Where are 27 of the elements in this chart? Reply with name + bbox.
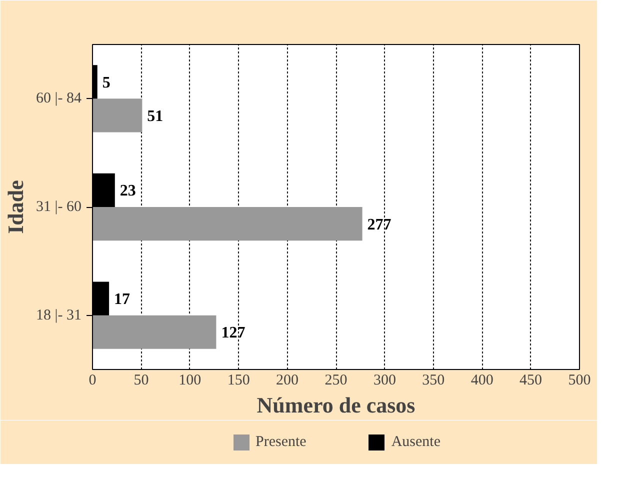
bar — [92, 315, 216, 349]
x-tick-label: 400 — [470, 372, 494, 388]
legend-label: Ausente — [391, 434, 440, 450]
x-tick-label: 150 — [227, 372, 250, 388]
x-tick-label: 100 — [178, 372, 202, 388]
y-tick-label: 18 |- 31 — [36, 307, 82, 324]
data-label: 127 — [221, 324, 246, 342]
data-label: 17 — [114, 291, 130, 308]
x-tick-label: 50 — [134, 372, 149, 388]
x-tick-label: 0 — [88, 372, 96, 388]
x-tick-label: 500 — [568, 372, 591, 388]
data-label: 23 — [120, 182, 136, 200]
x-tick-label: 450 — [520, 372, 542, 388]
bar — [92, 98, 142, 132]
data-label: 5 — [102, 74, 110, 92]
x-tick-label: 350 — [422, 372, 445, 388]
x-axis-title: Número de casos — [256, 392, 416, 418]
bar — [92, 207, 362, 241]
y-tick-label: 31 |- 60 — [36, 199, 82, 215]
data-label: 51 — [147, 108, 164, 125]
x-tick-label: 250 — [324, 372, 348, 388]
legend-label: Presente — [256, 434, 306, 450]
x-tick-label: 200 — [276, 372, 299, 388]
y-axis-title: Idade — [3, 180, 28, 234]
y-tick-label: 60 |- 84 — [36, 90, 82, 107]
x-tick-label: 300 — [373, 372, 396, 388]
data-label: 277 — [367, 216, 392, 234]
